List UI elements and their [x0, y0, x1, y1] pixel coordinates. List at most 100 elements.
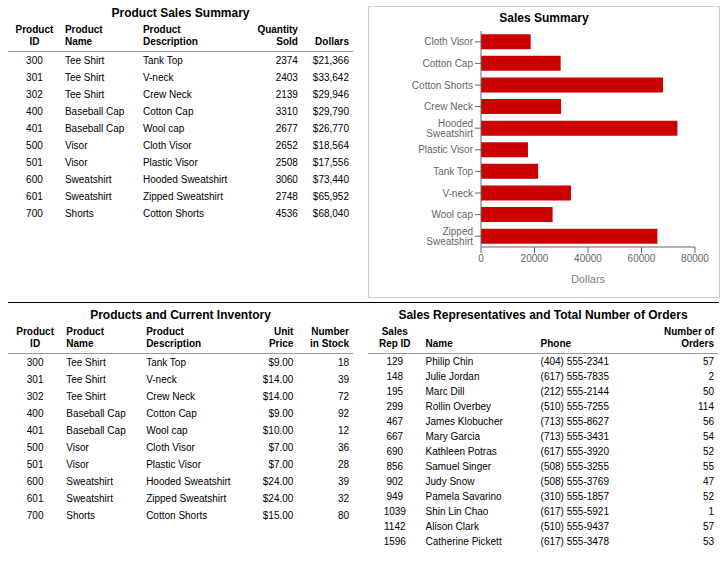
html-text:Number of Orders: Number of Orders	[664, 326, 714, 349]
svg-text:Plastic Visor: Plastic Visor	[418, 144, 474, 155]
html-text:401: 401	[26, 123, 43, 134]
html-text:Plastic Visor: Plastic Visor	[142, 157, 198, 168]
html-text:Crew Neck: Crew Neck	[146, 391, 195, 402]
html-text:Cotton Shorts: Cotton Shorts	[142, 208, 205, 219]
html-text:4536: 4536	[275, 208, 298, 219]
html-text:Product Description: Product Description	[146, 326, 202, 349]
html-text:Sales Representatives and Tota: Sales Representatives and Total Number o…	[398, 308, 688, 322]
html-text:Tee Shirt: Tee Shirt	[66, 391, 106, 402]
html-text:400: 400	[26, 408, 44, 419]
html-text:Sales Rep ID: Sales Rep ID	[378, 326, 411, 349]
html-text:$29,790: $29,790	[312, 106, 349, 117]
html-text:Crew Neck: Crew Neck	[142, 89, 192, 100]
svg-text:Cotton Shorts: Cotton Shorts	[412, 80, 473, 91]
html-text:Sweatshirt: Sweatshirt	[64, 174, 112, 185]
svg-text:40000: 40000	[574, 253, 602, 264]
html-text:302: 302	[26, 391, 44, 402]
html-text:500: 500	[26, 140, 43, 151]
html-text:Tee Shirt: Tee Shirt	[64, 89, 105, 100]
html-text:$26,770: $26,770	[312, 123, 349, 134]
html-text:Tee Shirt: Tee Shirt	[64, 72, 105, 83]
html-text:$29,946: $29,946	[312, 89, 349, 100]
html-text:2748: 2748	[275, 191, 298, 202]
html-text:$21,366: $21,366	[312, 55, 349, 66]
html-text:39: 39	[337, 374, 349, 385]
html-text:2677: 2677	[275, 123, 298, 134]
html-text:Hooded Sweatshirt: Hooded Sweatshirt	[142, 174, 228, 185]
html-text:400: 400	[26, 106, 43, 117]
html-text:Product Name: Product Name	[66, 326, 104, 349]
html-text:302: 302	[26, 89, 43, 100]
html-text:$68,040: $68,040	[312, 208, 349, 219]
html-text:Unit Price: Unit Price	[268, 326, 294, 349]
html-text:Number in Stock: Number in Stock	[310, 326, 349, 349]
html-text:$33,642: $33,642	[312, 72, 349, 83]
html-text:3310: 3310	[275, 106, 298, 117]
html-text:Product ID: Product ID	[16, 326, 54, 349]
html-text:601: 601	[26, 191, 43, 202]
svg-text:Crew Neck: Crew Neck	[424, 101, 474, 112]
html-text:72: 72	[337, 391, 349, 402]
html-text:Tank Top: Tank Top	[142, 55, 183, 66]
svg-text:Cotton Cap: Cotton Cap	[422, 58, 473, 69]
html-text:Visor: Visor	[64, 157, 88, 168]
html-text:Product ID: Product ID	[15, 24, 54, 47]
html-text:2508: 2508	[275, 157, 298, 168]
html-text:2403: 2403	[275, 72, 298, 83]
svg-text:ZippedSweatshirt: ZippedSweatshirt	[426, 226, 473, 247]
svg-text:V-neck: V-neck	[442, 188, 474, 199]
html-text:18: 18	[337, 357, 349, 368]
html-text:Baseball Cap: Baseball Cap	[64, 123, 125, 134]
html-text:501: 501	[26, 157, 43, 168]
html-text:300: 300	[26, 357, 44, 368]
svg-text:HoodedSweatshirt: HoodedSweatshirt	[426, 118, 473, 139]
html-text:Dollars: Dollars	[315, 36, 349, 47]
html-text:Products and Current Inventory: Products and Current Inventory	[90, 308, 271, 322]
html-text:3060: 3060	[275, 174, 298, 185]
html-text:Tank Top: Tank Top	[146, 357, 186, 368]
html-text:Wool cap: Wool cap	[142, 123, 185, 134]
html-text:2374: 2374	[275, 55, 298, 66]
html-text:Sales Summary: Sales Summary	[499, 11, 589, 25]
html-text:Tee Shirt: Tee Shirt	[64, 55, 105, 66]
html-text:$73,440: $73,440	[312, 174, 349, 185]
svg-text:80000: 80000	[681, 253, 709, 264]
html-text:Tee Shirt: Tee Shirt	[66, 357, 106, 368]
html-text:$14.00: $14.00	[262, 391, 294, 402]
html-text:V-neck: V-neck	[142, 72, 174, 83]
html-text:$17,556: $17,556	[312, 157, 349, 168]
svg-text:Tank Top: Tank Top	[433, 166, 473, 177]
html-text:700: 700	[26, 208, 43, 219]
html-text:2652: 2652	[275, 140, 298, 151]
html-text:Baseball Cap: Baseball Cap	[64, 106, 125, 117]
html-text:Quantity Sold: Quantity Sold	[257, 24, 298, 47]
html-text:Cotton Cap: Cotton Cap	[142, 106, 194, 117]
html-text:Cotton Cap: Cotton Cap	[146, 408, 197, 419]
html-text:300: 300	[26, 55, 43, 66]
html-text:Zipped Sweatshirt: Zipped Sweatshirt	[142, 191, 223, 202]
html-text:Tee Shirt: Tee Shirt	[66, 374, 106, 385]
html-text:$18,564: $18,564	[312, 140, 349, 151]
svg-text:60000: 60000	[628, 253, 656, 264]
svg-text:Wool cap: Wool cap	[431, 209, 473, 220]
html-text:Cloth Visor: Cloth Visor	[142, 140, 192, 151]
html-text:$14.00: $14.00	[262, 374, 294, 385]
html-text:Product Description: Product Description	[142, 24, 198, 47]
html-text:Visor: Visor	[64, 140, 88, 151]
svg-text:Dollars: Dollars	[571, 273, 606, 285]
html-text:$65,952: $65,952	[312, 191, 349, 202]
html-text:Product Name: Product Name	[64, 24, 103, 47]
svg-text:0: 0	[478, 253, 484, 264]
html-text:Product Sales Summary: Product Sales Summary	[111, 6, 250, 20]
svg-text:20000: 20000	[521, 253, 549, 264]
html-text:301: 301	[26, 72, 43, 83]
html-text:600: 600	[26, 174, 43, 185]
svg-text:Cloth Visor: Cloth Visor	[424, 36, 473, 47]
html-text:Sweatshirt: Sweatshirt	[64, 191, 112, 202]
html-text:2139: 2139	[275, 89, 298, 100]
html-text:$9.00: $9.00	[268, 357, 294, 368]
html-text:301: 301	[26, 374, 44, 385]
html-text:V-neck: V-neck	[146, 374, 177, 385]
html-text:Shorts: Shorts	[64, 208, 94, 219]
html-text:Baseball Cap: Baseball Cap	[66, 408, 126, 419]
